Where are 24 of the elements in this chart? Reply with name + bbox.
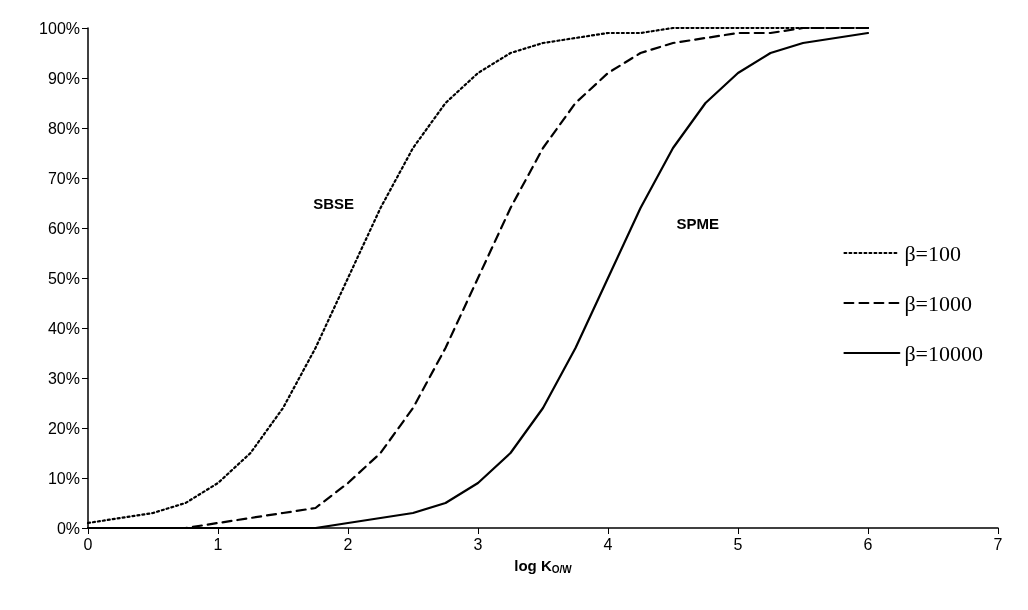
legend-label: β=10000 xyxy=(904,340,984,366)
legend-label: β=1000 xyxy=(904,290,973,316)
x-tick-label: 1 xyxy=(213,535,223,553)
y-tick-label: 30% xyxy=(47,369,80,387)
x-tick-label: 3 xyxy=(473,535,483,553)
legend-label: β=100 xyxy=(904,240,962,266)
y-tick-label: 10% xyxy=(47,469,80,487)
x-tick-label: 0 xyxy=(83,535,93,553)
annotation: SPME xyxy=(676,214,719,232)
y-tick-label: 70% xyxy=(47,169,80,187)
x-tick-label: 5 xyxy=(733,535,743,553)
y-tick-label: 100% xyxy=(39,19,80,37)
y-tick-label: 50% xyxy=(47,269,80,287)
annotation: SBSE xyxy=(313,194,355,212)
y-tick-label: 0% xyxy=(56,519,80,537)
x-tick-label: 6 xyxy=(863,535,873,553)
x-tick-label: 7 xyxy=(993,535,1003,553)
x-tick-label: 4 xyxy=(603,535,613,553)
y-tick-label: 90% xyxy=(47,69,80,87)
y-tick-label: 40% xyxy=(47,319,80,337)
y-tick-label: 60% xyxy=(47,219,80,237)
y-tick-label: 20% xyxy=(47,419,80,437)
x-tick-label: 2 xyxy=(343,535,353,553)
y-tick-label: 80% xyxy=(47,119,80,137)
